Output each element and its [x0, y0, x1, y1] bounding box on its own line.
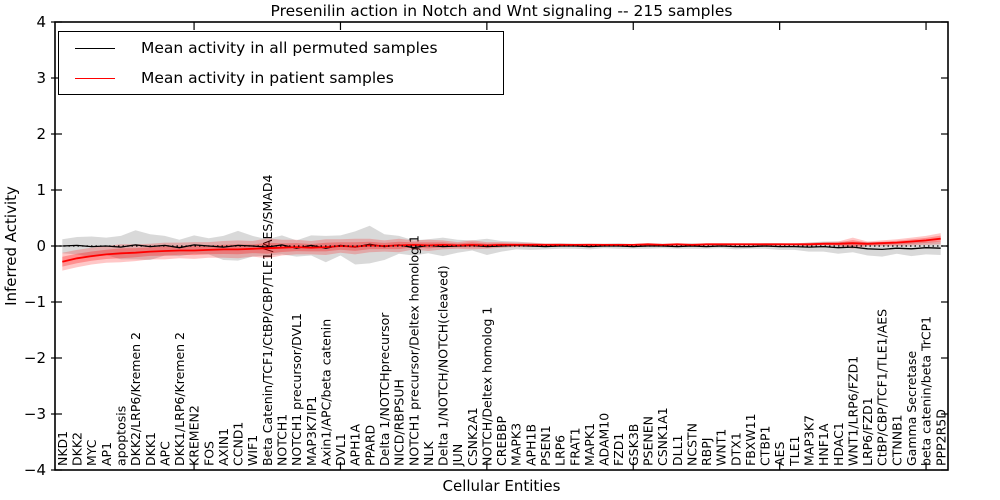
x-tick-label: PSENEN [641, 416, 656, 466]
x-tick-label: CTBP1 [758, 426, 773, 466]
x-tick-label: NKD1 [55, 431, 70, 466]
x-tick-label: AES [772, 442, 787, 466]
x-tick-label: RBPJ [699, 438, 714, 467]
x-tick-label: TLE1 [787, 436, 802, 467]
y-tick-label: −3 [24, 405, 46, 423]
x-tick-label: DKK1 [143, 432, 158, 466]
x-tick-label: MAPK1 [582, 423, 597, 466]
chart-title: Presenilin action in Notch and Wnt signa… [270, 2, 733, 20]
x-tick-label: NOTCH1 precursor/DVL1 [289, 313, 304, 466]
x-tick-label: HDAC1 [831, 422, 846, 466]
x-tick-label: NLK [421, 441, 436, 466]
x-tick-label: CREBBP [494, 416, 509, 466]
x-tick-label: CtBP/CBP/TCF1/TLE1/AES [875, 309, 890, 466]
x-tick-label: apoptosis [114, 406, 129, 466]
x-tick-label: FOS [201, 441, 216, 466]
x-tick-label: LRP6 [553, 435, 568, 466]
x-axis-label: Cellular Entities [442, 477, 561, 495]
x-tick-label: APC [157, 441, 172, 466]
x-tick-label: PSEN1 [538, 425, 553, 466]
x-tick-label: APH1B [523, 424, 538, 466]
patient-mean-line [62, 237, 941, 263]
y-tick-label: 3 [36, 69, 46, 87]
x-tick-label: DKK1/LRP6/Kremen 2 [172, 332, 187, 466]
x-tick-label: DTX1 [728, 432, 743, 466]
x-tick-label: Axin1/APC/beta catenin [318, 319, 333, 466]
red-confidence-band-inner [62, 235, 941, 267]
y-tick-label: 2 [36, 125, 46, 143]
x-tick-label: DKK2 [70, 432, 85, 466]
y-tick-label: 0 [36, 237, 46, 255]
x-tick-label: CSNK2A1 [465, 407, 480, 466]
x-tick-label: APH1A [348, 424, 363, 466]
x-tick-label: FRAT1 [567, 427, 582, 466]
x-tick-label: NCSTN [684, 423, 699, 466]
x-tick-labels: NKD1 DKK2 MYC AP1 apoptosis DKK2/LRP6/Kremen … [55, 175, 948, 467]
x-tick-label: WNT1/LRP6/FZD1 [845, 356, 860, 466]
x-tick-label: PPARD [362, 425, 377, 466]
x-tick-label: Delta 1/NOTCH/NOTCH(cleaved) [436, 265, 451, 466]
x-tick-label: JUN [450, 444, 465, 467]
x-tick-label: ADAM10 [597, 413, 612, 466]
x-tick-label: DVL1 [333, 433, 348, 466]
x-tick-label: MAP3K7IP1 [304, 396, 319, 466]
red-line-sample-icon [75, 77, 115, 79]
x-tick-label: FBXW11 [743, 413, 758, 466]
x-tick-label: beta catenin/beta TrCP1 [919, 316, 934, 466]
legend-label-permuted: Mean activity in all permuted samples [141, 39, 438, 57]
x-tick-label: KREMEN2 [187, 405, 202, 466]
x-tick-label: DLL1 [670, 434, 685, 466]
x-tick-label: NOTCH/Deltex homolog 1 [480, 307, 495, 466]
x-tick-label: NOTCH1 [275, 414, 290, 466]
x-tick-label: NICD/RBPSUH [392, 379, 407, 466]
y-tick-label: 1 [36, 181, 46, 199]
y-tick-label: −4 [24, 461, 46, 479]
x-tick-label: MAPK3 [509, 423, 524, 466]
y-axis-label: Inferred Activity [2, 186, 20, 306]
tick-marks: −4 −3 −2 −1 0 1 2 3 4 [24, 13, 948, 479]
x-tick-label: GSK3B [626, 424, 641, 466]
y-tick-label: 4 [36, 13, 46, 31]
legend-entry-patient: Mean activity in patient samples [59, 64, 503, 92]
x-tick-label: LRP6/FZD1 [860, 397, 875, 466]
x-tick-label: AP1 [99, 442, 114, 466]
x-tick-label: NOTCH1 precursor/Deltex homolog 1 [406, 235, 421, 466]
x-tick-label: MYC [84, 439, 99, 466]
x-tick-label: CTNNB1 [889, 414, 904, 466]
x-tick-label: CSNK1A1 [655, 407, 670, 466]
red-confidence-band-outer [62, 233, 941, 271]
y-tick-label: −2 [24, 349, 46, 367]
legend: Mean activity in all permuted samples Me… [58, 31, 504, 95]
x-tick-label: HNF1A [816, 423, 831, 466]
black-line-sample-icon [75, 47, 115, 49]
legend-entry-permuted: Mean activity in all permuted samples [59, 34, 503, 62]
y-tick-label: −1 [24, 293, 46, 311]
x-tick-label: Gamma Secretase [904, 351, 919, 466]
x-tick-label: CCND1 [231, 422, 246, 466]
x-tick-label: DKK2/LRP6/Kremen 2 [128, 332, 143, 466]
legend-label-patient: Mean activity in patient samples [141, 69, 394, 87]
x-tick-label: WIF1 [245, 435, 260, 466]
x-tick-label: AXIN1 [216, 428, 231, 466]
x-tick-label: Delta 1/NOTCHprecursor [377, 312, 392, 466]
x-tick-label: Beta Catenin/TCF1/CtBP/CBP/TLE1/AES/SMAD… [260, 175, 275, 466]
x-tick-label: WNT1 [714, 429, 729, 466]
x-tick-label: MAP3K7 [802, 415, 817, 466]
x-tick-label: FZD1 [611, 433, 626, 466]
x-tick-label: PPP2R5D [933, 409, 948, 466]
